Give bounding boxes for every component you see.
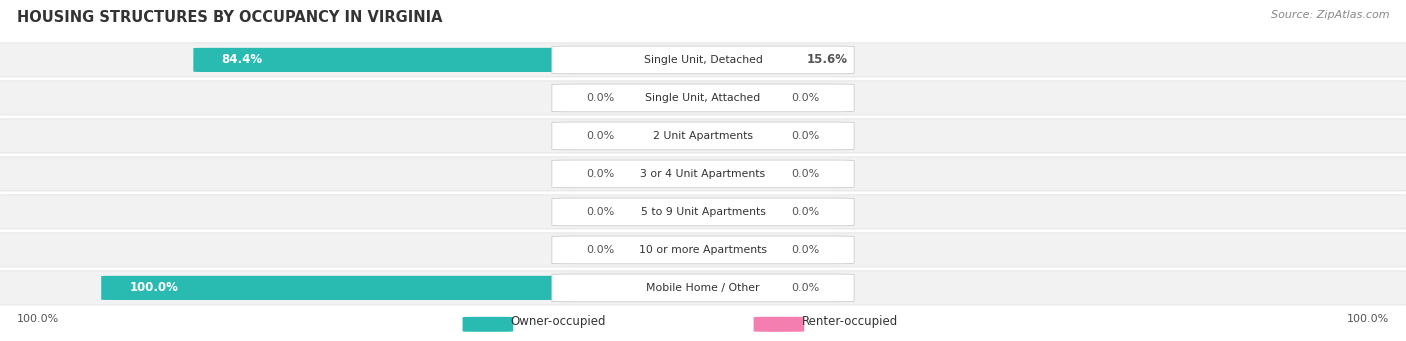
Text: 0.0%: 0.0%: [586, 131, 614, 141]
Text: Renter-occupied: Renter-occupied: [801, 315, 897, 328]
FancyBboxPatch shape: [194, 48, 714, 72]
Text: Source: ZipAtlas.com: Source: ZipAtlas.com: [1271, 10, 1389, 20]
FancyBboxPatch shape: [614, 200, 714, 224]
Text: 0.0%: 0.0%: [586, 93, 614, 103]
FancyBboxPatch shape: [101, 276, 714, 300]
Text: 0.0%: 0.0%: [792, 283, 820, 293]
FancyBboxPatch shape: [692, 162, 792, 186]
Text: 0.0%: 0.0%: [586, 245, 614, 255]
Text: 15.6%: 15.6%: [807, 54, 848, 66]
Text: 0.0%: 0.0%: [586, 207, 614, 217]
FancyBboxPatch shape: [692, 238, 792, 262]
FancyBboxPatch shape: [692, 200, 792, 224]
FancyBboxPatch shape: [692, 48, 807, 72]
Text: HOUSING STRUCTURES BY OCCUPANCY IN VIRGINIA: HOUSING STRUCTURES BY OCCUPANCY IN VIRGI…: [17, 10, 443, 25]
Text: 2 Unit Apartments: 2 Unit Apartments: [652, 131, 754, 141]
Text: 0.0%: 0.0%: [792, 93, 820, 103]
Text: 100.0%: 100.0%: [17, 314, 59, 324]
Text: 0.0%: 0.0%: [792, 169, 820, 179]
FancyBboxPatch shape: [551, 160, 853, 188]
FancyBboxPatch shape: [614, 162, 714, 186]
FancyBboxPatch shape: [551, 46, 853, 74]
Text: 100.0%: 100.0%: [129, 281, 179, 294]
FancyBboxPatch shape: [614, 238, 714, 262]
FancyBboxPatch shape: [551, 84, 853, 112]
FancyBboxPatch shape: [0, 233, 1406, 267]
FancyBboxPatch shape: [0, 81, 1406, 115]
Text: Mobile Home / Other: Mobile Home / Other: [647, 283, 759, 293]
Text: Owner-occupied: Owner-occupied: [510, 315, 606, 328]
FancyBboxPatch shape: [692, 86, 792, 110]
Text: 84.4%: 84.4%: [222, 54, 263, 66]
FancyBboxPatch shape: [551, 274, 853, 302]
Text: 0.0%: 0.0%: [792, 131, 820, 141]
Text: 100.0%: 100.0%: [1347, 314, 1389, 324]
Text: 10 or more Apartments: 10 or more Apartments: [638, 245, 768, 255]
FancyBboxPatch shape: [0, 157, 1406, 191]
FancyBboxPatch shape: [551, 122, 853, 150]
FancyBboxPatch shape: [0, 195, 1406, 229]
FancyBboxPatch shape: [614, 124, 714, 148]
Text: 0.0%: 0.0%: [792, 245, 820, 255]
Text: 0.0%: 0.0%: [792, 207, 820, 217]
FancyBboxPatch shape: [551, 236, 853, 264]
FancyBboxPatch shape: [0, 271, 1406, 305]
FancyBboxPatch shape: [692, 124, 792, 148]
Text: Single Unit, Detached: Single Unit, Detached: [644, 55, 762, 65]
Text: 0.0%: 0.0%: [586, 169, 614, 179]
FancyBboxPatch shape: [463, 317, 513, 332]
Text: 3 or 4 Unit Apartments: 3 or 4 Unit Apartments: [641, 169, 765, 179]
FancyBboxPatch shape: [754, 317, 804, 332]
FancyBboxPatch shape: [0, 43, 1406, 77]
FancyBboxPatch shape: [551, 198, 853, 226]
FancyBboxPatch shape: [614, 86, 714, 110]
FancyBboxPatch shape: [0, 119, 1406, 153]
FancyBboxPatch shape: [692, 276, 792, 300]
Text: Single Unit, Attached: Single Unit, Attached: [645, 93, 761, 103]
Text: 5 to 9 Unit Apartments: 5 to 9 Unit Apartments: [641, 207, 765, 217]
